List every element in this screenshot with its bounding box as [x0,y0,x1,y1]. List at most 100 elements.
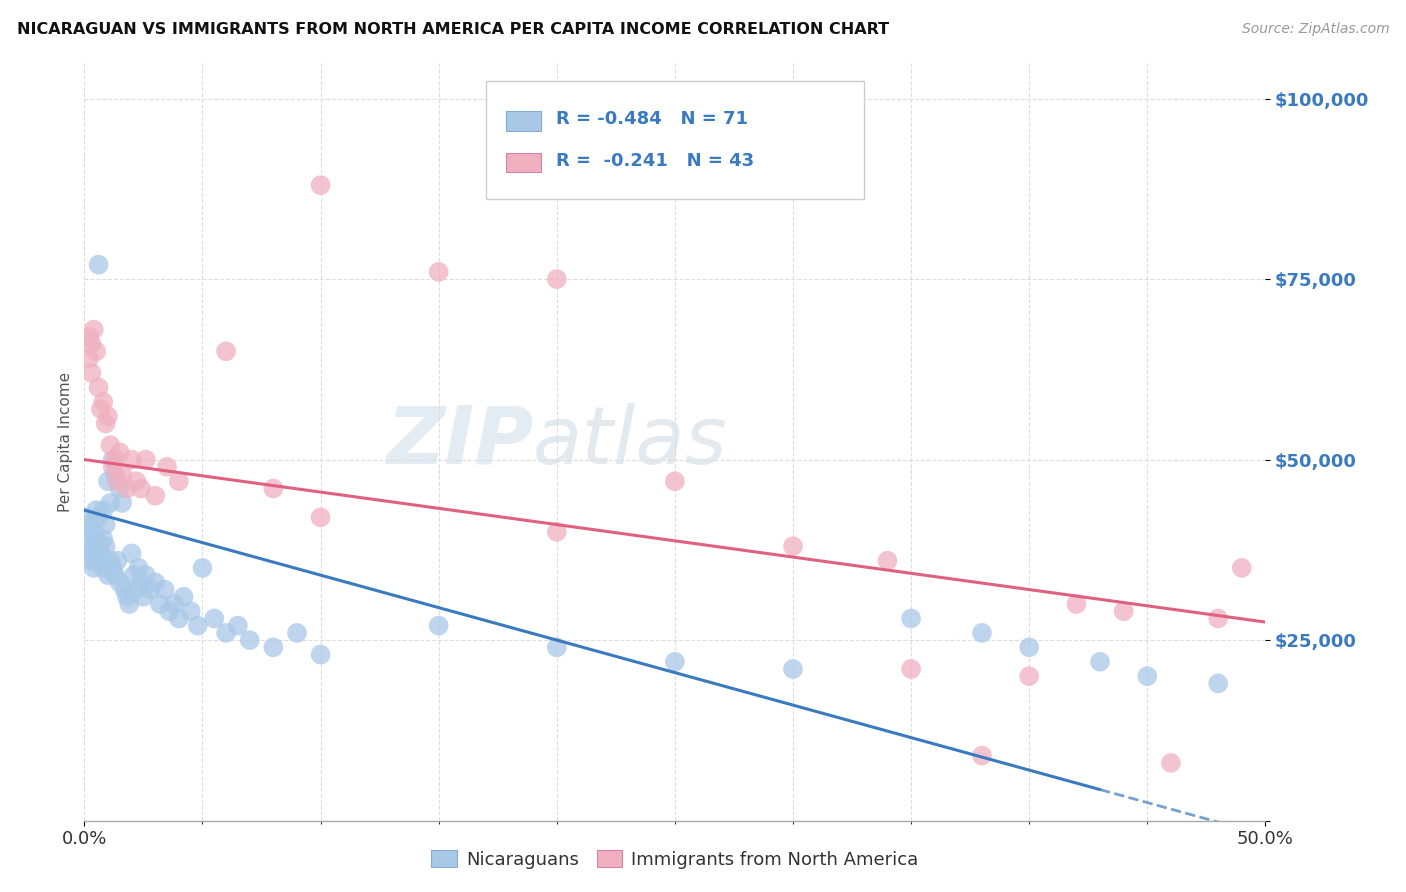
Text: R = -0.484   N = 71: R = -0.484 N = 71 [555,111,748,128]
Point [139,582,162,597]
Point [1206,676,1229,690]
Point [77,517,100,532]
Point [115,590,138,604]
Point [97,568,120,582]
Point [84,554,107,568]
Point [91,561,114,575]
Point [135,568,157,582]
Point [118,597,141,611]
Point [107,475,129,489]
Text: atlas: atlas [533,402,728,481]
Point [128,561,150,575]
Point [262,640,284,655]
Point [77,532,100,546]
Point [664,655,686,669]
Point [94,517,117,532]
Point [83,323,105,337]
Point [1160,756,1182,770]
Point [1088,655,1111,669]
Point [1230,561,1253,575]
Point [191,561,214,575]
Point [239,633,262,648]
Point [77,330,100,344]
Point [132,590,155,604]
Point [782,539,804,553]
Y-axis label: Per Capita Income: Per Capita Income [58,371,73,512]
Point [309,648,332,662]
Bar [506,153,541,172]
Point [87,539,110,553]
Point [87,510,110,524]
Point [546,640,568,655]
Point [876,554,898,568]
Point [80,539,103,553]
Legend: Nicaraguans, Immigrants from North America: Nicaraguans, Immigrants from North Ameri… [425,843,925,876]
Point [900,611,922,625]
Point [782,662,804,676]
Point [664,475,686,489]
Point [80,554,103,568]
Point [91,532,114,546]
Point [153,582,176,597]
Point [143,575,166,590]
Point [87,258,110,272]
Point [101,452,124,467]
Point [90,546,112,560]
Point [98,496,121,510]
Point [94,417,117,431]
Point [125,475,148,489]
Point [546,272,568,286]
Point [104,568,127,582]
Point [125,582,148,597]
Point [83,524,105,539]
Point [180,604,202,618]
Point [84,532,107,546]
Point [107,554,129,568]
Text: R =  -0.241   N = 43: R = -0.241 N = 43 [555,152,754,170]
Point [1136,669,1159,683]
Point [77,351,100,366]
Point [101,561,124,575]
Point [97,475,120,489]
Point [97,409,120,424]
Point [173,590,195,604]
Text: Source: ZipAtlas.com: Source: ZipAtlas.com [1241,22,1389,37]
Point [129,482,152,496]
Point [285,626,308,640]
Point [84,344,107,359]
Point [143,489,166,503]
Point [108,482,131,496]
Point [94,539,117,553]
FancyBboxPatch shape [486,81,863,199]
Point [83,561,105,575]
Point [262,482,284,496]
Point [427,265,450,279]
Point [226,618,249,632]
Point [309,178,332,193]
Point [167,611,190,625]
Point [187,618,209,632]
Point [129,575,152,590]
Point [1206,611,1229,625]
Point [546,524,568,539]
Point [215,344,238,359]
Point [1018,669,1040,683]
Point [202,611,225,625]
Point [1018,640,1040,655]
Point [80,337,103,351]
Point [111,496,134,510]
Point [427,618,450,632]
Point [121,546,143,560]
Point [167,475,190,489]
Point [84,503,107,517]
Point [970,626,993,640]
Point [90,554,112,568]
Point [111,467,134,481]
Point [108,575,131,590]
Point [76,510,98,524]
Point [163,597,186,611]
Point [115,482,138,496]
Point [80,366,103,380]
Point [114,582,136,597]
Point [157,604,180,618]
